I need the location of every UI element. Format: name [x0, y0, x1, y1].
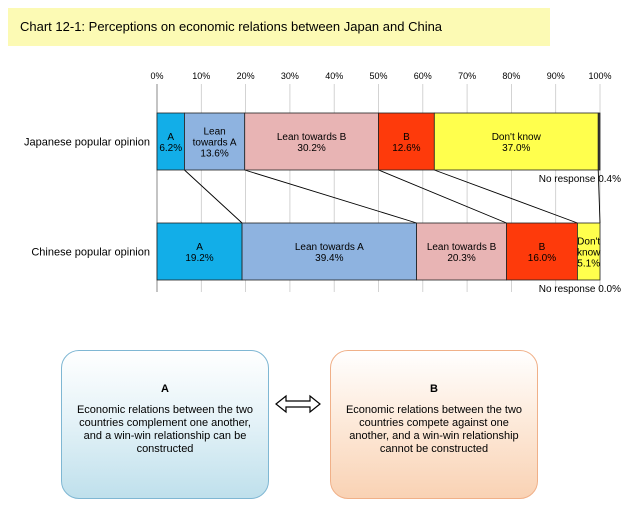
- x-tick-label: 70%: [458, 71, 476, 81]
- no-response-label: No response 0.4%: [539, 174, 621, 185]
- x-tick-label: 40%: [325, 71, 343, 81]
- connector-line: [244, 169, 417, 224]
- connector-lines: [184, 169, 601, 224]
- bar-segments: [156, 112, 601, 281]
- no-response-label: No response 0.0%: [539, 284, 621, 295]
- connector-line: [434, 169, 578, 224]
- double-arrow-icon: [275, 394, 321, 414]
- segment-label: Don't know 5.1%: [577, 237, 601, 270]
- x-tick-label: 60%: [414, 71, 432, 81]
- segment-label: B 12.6%: [392, 132, 420, 154]
- bar-segment: [244, 112, 379, 171]
- x-tick-label: 90%: [547, 71, 565, 81]
- segment-label: A 19.2%: [185, 242, 213, 264]
- x-tick-label: 0%: [150, 71, 163, 81]
- bar-segment: [577, 222, 601, 281]
- bar-segment: [156, 112, 185, 171]
- option-b-box: B Economic relations between the two cou…: [330, 350, 538, 499]
- category-label: Chinese popular opinion: [31, 247, 150, 259]
- x-tick-label: 50%: [369, 71, 387, 81]
- connector-line: [184, 169, 243, 224]
- segment-label: B 16.0%: [528, 242, 556, 264]
- option-a-description: Economic relations between the two count…: [76, 404, 254, 455]
- segment-label: Don't know 37.0%: [492, 132, 542, 154]
- bar-segment: [156, 222, 243, 281]
- segment-labels: A 6.2% Lean towards A 13.6% Lean towards B 30.…: [159, 127, 621, 296]
- x-tick-labels: 0% 10% 20% 30% 40% 50% 60% 70% 80% 90% 100%: [150, 71, 611, 81]
- segment-label: Lean towards A 13.6%: [193, 127, 237, 160]
- option-a-title: A: [161, 383, 169, 395]
- option-b-title: B: [430, 383, 438, 395]
- category-labels: Japanese popular opinion Chinese popular …: [24, 137, 150, 259]
- x-tick-label: 10%: [192, 71, 210, 81]
- x-tick-label: 20%: [237, 71, 255, 81]
- connector-line: [378, 169, 507, 224]
- bar-segment: [597, 112, 601, 171]
- category-label: Japanese popular opinion: [24, 137, 150, 149]
- segment-label: Lean towards A 39.4%: [295, 242, 364, 264]
- segment-label: Lean towards B 20.3%: [427, 242, 497, 264]
- chart-title: Chart 12-1: Perceptions on economic rela…: [8, 8, 550, 46]
- segment-label: A 6.2%: [159, 132, 182, 154]
- option-b-description: Economic relations between the two count…: [345, 404, 523, 455]
- connector-line: [597, 169, 601, 224]
- bar-segment: [378, 112, 435, 171]
- bar-segment: [241, 222, 417, 281]
- option-a-box: A Economic relations between the two cou…: [61, 350, 269, 499]
- x-tick-label: 80%: [502, 71, 520, 81]
- x-tick-label: 100%: [588, 71, 611, 81]
- double-arrow-icon: [275, 394, 321, 414]
- x-tick-label: 30%: [281, 71, 299, 81]
- bar-segment: [433, 112, 599, 171]
- bar-segment: [416, 222, 507, 281]
- bar-segment: [506, 222, 578, 281]
- segment-label: Lean towards B 30.2%: [277, 132, 347, 154]
